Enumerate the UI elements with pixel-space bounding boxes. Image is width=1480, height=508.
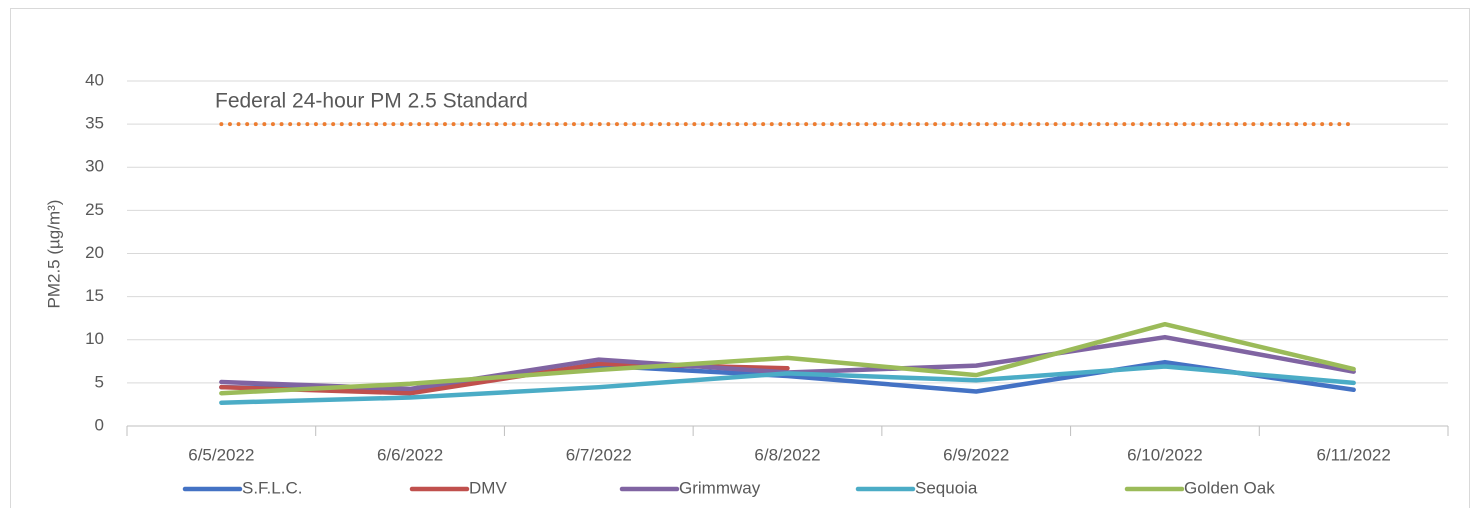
legend-label: Golden Oak xyxy=(1184,478,1275,497)
legend-label: S.F.L.C. xyxy=(242,478,302,497)
x-tick-label: 6/11/2022 xyxy=(1316,445,1390,464)
x-tick-label: 6/8/2022 xyxy=(754,445,820,464)
y-tick-label: 0 xyxy=(95,415,104,434)
y-tick-label: 30 xyxy=(85,157,104,176)
chart-border xyxy=(10,8,1470,508)
x-tick-label: 6/6/2022 xyxy=(377,445,443,464)
series-line xyxy=(219,321,1356,396)
standard-label: Federal 24-hour PM 2.5 Standard xyxy=(215,90,528,113)
x-tick-label: 6/5/2022 xyxy=(188,445,254,464)
x-tick-label: 6/9/2022 xyxy=(943,445,1009,464)
series-line xyxy=(219,364,1356,405)
y-axis-label: PM2.5 (µg/m³) xyxy=(44,200,63,309)
y-tick-label: 35 xyxy=(85,114,104,133)
x-tick-label: 6/7/2022 xyxy=(566,445,632,464)
y-tick-label: 20 xyxy=(85,243,104,262)
y-tick-label: 5 xyxy=(95,372,104,391)
y-tick-label: 40 xyxy=(85,70,104,89)
legend-label: Grimmway xyxy=(679,478,761,497)
y-tick-label: 10 xyxy=(85,329,104,348)
y-tick-label: 15 xyxy=(85,286,104,305)
x-tick-label: 6/10/2022 xyxy=(1127,445,1203,464)
legend-label: DMV xyxy=(469,478,507,497)
y-tick-label: 25 xyxy=(85,200,104,219)
legend-label: Sequoia xyxy=(915,478,978,497)
